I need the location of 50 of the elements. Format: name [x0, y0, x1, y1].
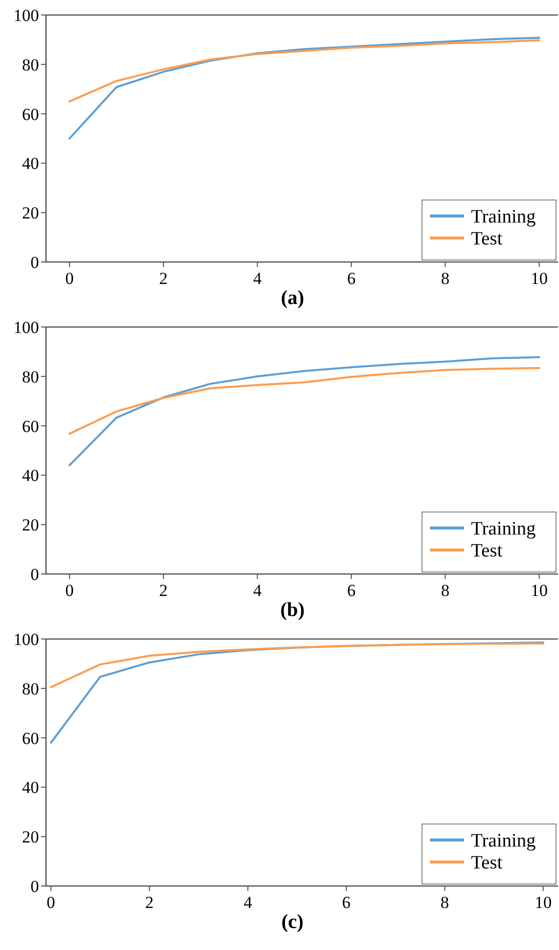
- y-tick-label: 0: [30, 876, 39, 896]
- line-series: [50, 642, 544, 688]
- text: (a): [280, 287, 304, 309]
- x-tick-label: 4: [253, 269, 262, 288]
- x-tick-label: 2: [145, 893, 154, 912]
- text: (c): [281, 911, 304, 933]
- y-tick-label: 20: [22, 828, 39, 847]
- y-tick-label: 40: [22, 154, 39, 174]
- y-tick-label: 100: [14, 6, 39, 25]
- line-series: [68, 356, 540, 466]
- x-tick-label: 2: [159, 581, 168, 600]
- line-series: [68, 39, 540, 102]
- x-tick-label: 8: [441, 581, 450, 600]
- x-tick-label: 8: [441, 269, 450, 288]
- text: (b): [280, 599, 305, 621]
- y-tick-label: 100: [14, 630, 39, 649]
- legend-label: Test: [471, 540, 504, 562]
- legend-label: Training: [471, 206, 536, 228]
- x-tick-label: 10: [530, 269, 548, 288]
- x-tick-label: 4: [244, 893, 253, 912]
- line-series: [68, 36, 540, 140]
- x-tick-label: 2: [159, 269, 168, 288]
- y-tick-label: 60: [22, 728, 39, 748]
- y-tick-label: 20: [22, 516, 39, 535]
- x-tick-label: 6: [342, 893, 351, 912]
- x-tick-label: 6: [347, 581, 356, 600]
- y-tick-label: 60: [22, 104, 39, 124]
- x-tick-label: 10: [534, 893, 552, 912]
- x-tick-label: 6: [347, 269, 356, 288]
- y-tick-label: 80: [22, 679, 39, 698]
- y-tick-label: 40: [22, 466, 39, 486]
- legend-label: Test: [471, 228, 504, 250]
- y-tick-label: 100: [14, 318, 39, 337]
- y-tick-label: 0: [30, 252, 39, 272]
- legend-label: Training: [471, 830, 536, 852]
- y-tick-label: 80: [22, 367, 39, 386]
- y-tick-label: 60: [22, 416, 39, 436]
- y-tick-label: 40: [22, 778, 39, 798]
- x-tick-label: 0: [65, 581, 74, 600]
- y-tick-label: 80: [22, 55, 39, 74]
- y-tick-label: 0: [30, 564, 39, 584]
- x-tick-label: 10: [530, 581, 548, 600]
- x-tick-label: 0: [46, 893, 56, 912]
- y-tick-label: 20: [22, 204, 39, 223]
- legend-label: Test: [471, 852, 504, 874]
- legend-label: Training: [471, 518, 536, 540]
- line-series: [68, 367, 540, 435]
- x-tick-label: 4: [253, 581, 262, 600]
- x-tick-label: 0: [65, 269, 74, 288]
- x-tick-label: 8: [440, 893, 450, 912]
